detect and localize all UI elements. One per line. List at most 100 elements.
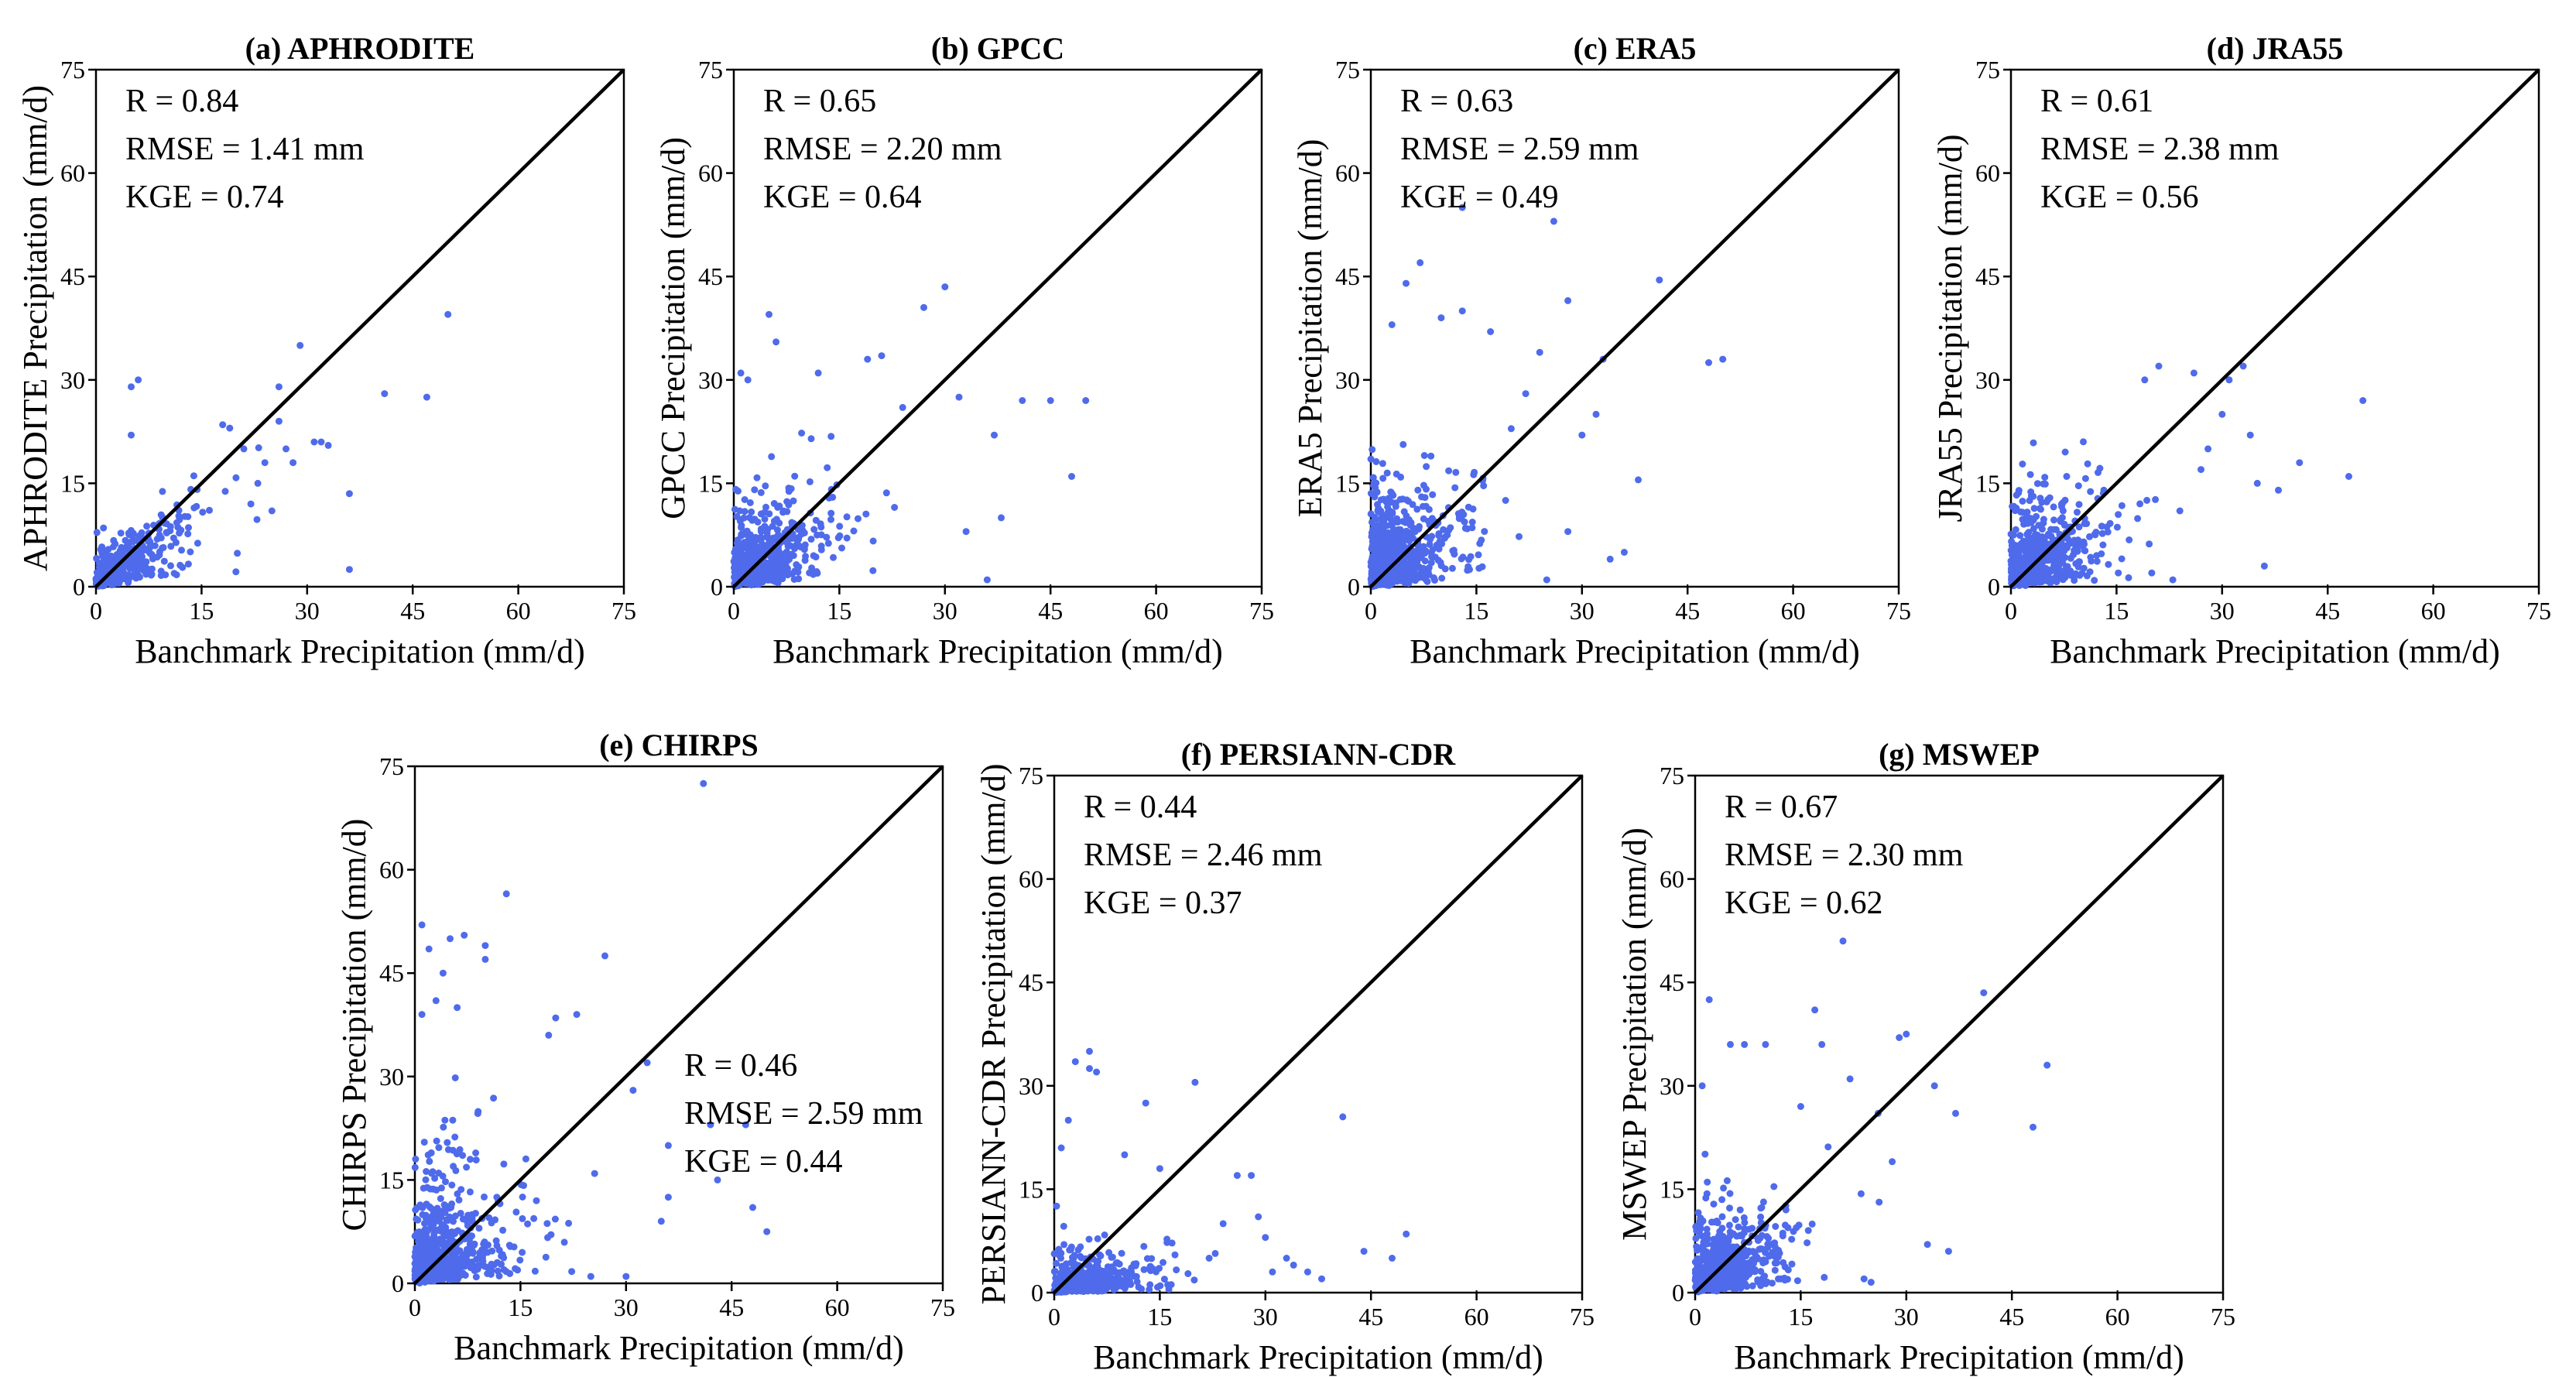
data-point [490, 1261, 498, 1269]
data-point [452, 1262, 460, 1270]
data-point [1704, 1178, 1711, 1186]
data-point [1780, 1274, 1788, 1282]
chart-panel: (f) PERSIANN-CDR 0 15 30 45 60 75 0 15 30 45 60 75 Ba… [975, 737, 1595, 1376]
one-to-one-line [1053, 774, 1584, 1294]
data-point [481, 1193, 488, 1201]
data-point [430, 1242, 438, 1249]
data-point [2125, 574, 2132, 581]
data-point [544, 1234, 551, 1242]
data-point [2033, 480, 2041, 488]
data-point [454, 1004, 461, 1012]
data-point [419, 1211, 426, 1218]
data-point [2009, 531, 2017, 539]
data-point [2098, 522, 2105, 530]
data-point [474, 1262, 482, 1269]
data-point [1775, 1246, 1783, 1254]
data-point [423, 1253, 430, 1261]
data-point [1429, 491, 1437, 498]
data-point [2143, 496, 2151, 504]
data-point [2030, 439, 2037, 447]
data-point [814, 369, 822, 377]
data-point [657, 1218, 665, 1225]
data-point [424, 1246, 432, 1254]
data-point [741, 544, 748, 551]
data-point [1107, 1267, 1115, 1274]
data-point [2081, 547, 2089, 555]
data-point [2074, 509, 2081, 516]
data-point [1019, 397, 1026, 404]
data-point [568, 1268, 576, 1276]
data-point [184, 560, 192, 568]
data-point [1262, 1234, 1269, 1242]
data-point [747, 558, 755, 565]
y-tick-label: 15 [698, 469, 723, 497]
one-to-one-line [2009, 68, 2540, 588]
data-point [1160, 1276, 1168, 1283]
data-point [1389, 1255, 1396, 1262]
y-axis-label: ERA5 Precipitation (mm/d) [1291, 139, 1329, 518]
data-point [2063, 473, 2071, 480]
data-point [758, 535, 766, 543]
data-point [1121, 1151, 1129, 1159]
data-point [456, 1146, 464, 1153]
chart-title: (e) CHIRPS [599, 728, 759, 762]
data-point [439, 969, 447, 977]
data-point [762, 482, 769, 490]
data-point [768, 453, 776, 461]
data-point [1426, 540, 1434, 548]
y-tick-label: 60 [1019, 865, 1043, 893]
data-point [1392, 499, 1399, 507]
data-point [1184, 1270, 1192, 1277]
x-tick-label: 30 [933, 597, 957, 625]
y-tick-label: 0 [1348, 573, 1360, 601]
data-point [2031, 532, 2039, 539]
data-point [2260, 562, 2268, 570]
data-point [194, 539, 201, 547]
data-point [533, 1197, 540, 1204]
data-point [135, 533, 142, 539]
data-point [1165, 1286, 1173, 1293]
data-point [2091, 577, 2098, 584]
x-axis-label: Banchmark Precipitation (mm/d) [135, 632, 585, 670]
y-tick-label: 0 [1031, 1279, 1043, 1307]
data-point [824, 539, 832, 547]
data-point [2036, 574, 2044, 582]
data-point [512, 1208, 520, 1216]
x-tick-label: 75 [2526, 597, 2551, 625]
data-point [2087, 488, 2095, 495]
data-point [1427, 536, 1434, 543]
x-tick-label: 0 [90, 597, 102, 625]
data-point [1701, 1263, 1709, 1271]
y-axis-label: PERSIANN-CDR Precipitation (mm/d) [975, 763, 1012, 1304]
data-point [484, 1270, 492, 1277]
x-tick-label: 15 [827, 597, 851, 625]
data-point [437, 1213, 445, 1221]
data-point [531, 1267, 539, 1275]
data-point [226, 424, 234, 432]
data-point [1766, 1252, 1773, 1260]
data-point [478, 1246, 486, 1254]
y-axis-label: JRA55 Precipitation (mm/d) [1931, 134, 1969, 522]
data-point [784, 536, 792, 544]
stat-label: KGE = 0.49 [1400, 180, 1559, 215]
data-point [1121, 1285, 1129, 1292]
data-point [451, 1228, 459, 1236]
data-point [1811, 1006, 1819, 1014]
data-point [2046, 575, 2054, 583]
data-point [461, 1262, 468, 1270]
stat-label: KGE = 0.62 [1725, 885, 1883, 921]
data-point [1741, 1040, 1749, 1048]
data-point [1055, 1251, 1063, 1259]
data-point [519, 1249, 526, 1256]
data-point [2008, 538, 2016, 546]
data-point [166, 522, 174, 530]
data-point [187, 548, 194, 556]
data-point [1303, 1268, 1311, 1276]
data-point [751, 578, 759, 585]
data-point [1086, 1047, 1093, 1055]
data-point [741, 496, 748, 503]
data-point [430, 1221, 437, 1228]
data-point [955, 393, 963, 401]
data-point [1410, 557, 1418, 563]
data-point [413, 1204, 421, 1211]
